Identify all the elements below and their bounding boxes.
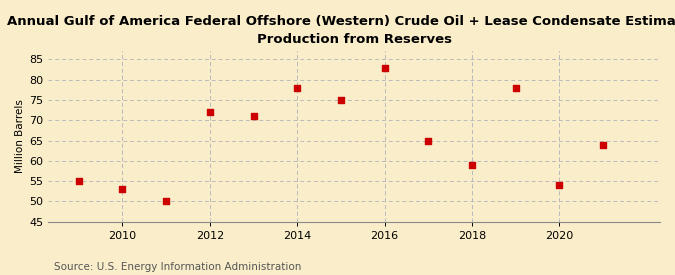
Point [598,142,609,147]
Point [248,114,259,119]
Point [74,179,84,183]
Point [117,187,128,191]
Point [554,183,565,187]
Point [205,110,215,114]
Point [510,86,521,90]
Point [292,86,302,90]
Point [466,163,477,167]
Title: Annual Gulf of America Federal Offshore (Western) Crude Oil + Lease Condensate E: Annual Gulf of America Federal Offshore … [7,15,675,46]
Y-axis label: Million Barrels: Million Barrels [15,100,25,174]
Point [423,138,434,143]
Text: Source: U.S. Energy Information Administration: Source: U.S. Energy Information Administ… [54,262,301,272]
Point [161,199,171,204]
Point [335,98,346,102]
Point [379,65,390,70]
